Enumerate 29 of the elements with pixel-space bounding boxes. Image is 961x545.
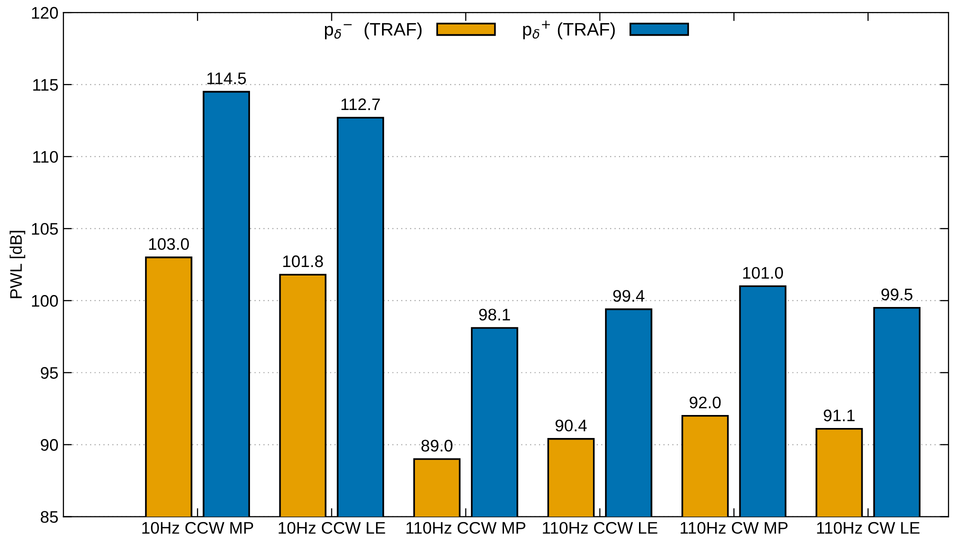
x-tick-label: 110Hz CCW MP bbox=[406, 522, 526, 534]
legend-label: p$_{δ}$$^{+}$ (TRAF) bbox=[523, 20, 615, 40]
y-tick-label: 95 bbox=[40, 367, 58, 379]
data-label: 103.0 bbox=[149, 238, 189, 250]
y-tick-label: 110 bbox=[33, 150, 58, 163]
y-axis-title: PWL [dB] bbox=[10, 230, 26, 298]
x-tick-label: 110Hz CW LE bbox=[817, 522, 920, 534]
data-label: 101.0 bbox=[743, 266, 783, 279]
legend-label: p$_{δ}$$^{−}$ (TRAF) bbox=[324, 22, 422, 40]
y-tick-label: 100 bbox=[32, 295, 58, 307]
y-tick-label: 90 bbox=[40, 439, 58, 451]
data-label: 98.1 bbox=[479, 308, 510, 321]
data-label: 91.1 bbox=[824, 410, 855, 422]
data-label: 92.0 bbox=[690, 396, 721, 408]
x-tick-label: 10Hz CCW MP bbox=[142, 522, 254, 534]
data-label: 99.5 bbox=[881, 288, 912, 300]
x-tick-label: 110Hz CCW LE bbox=[542, 522, 658, 534]
x-tick-label: 10Hz CCW LE bbox=[278, 522, 386, 534]
data-label: 114.5 bbox=[207, 72, 246, 84]
y-tick-label: 120 bbox=[32, 6, 58, 19]
data-label: 101.8 bbox=[283, 255, 323, 268]
y-tick-label: 85 bbox=[40, 511, 58, 523]
y-tick-label: 115 bbox=[33, 79, 58, 91]
data-label: 99.4 bbox=[613, 290, 644, 302]
data-label: 112.7 bbox=[342, 98, 380, 110]
x-tick-label: 110Hz CW MP bbox=[680, 522, 788, 534]
data-label: 90.4 bbox=[556, 420, 587, 432]
y-tick-label: 105 bbox=[32, 222, 58, 235]
data-label: 89.0 bbox=[421, 440, 452, 452]
